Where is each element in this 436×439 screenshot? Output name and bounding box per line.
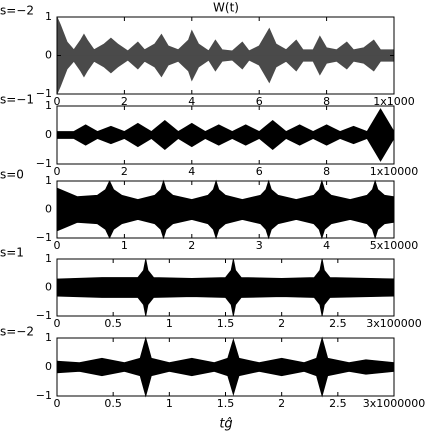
x-tick-label: 4 — [188, 165, 195, 178]
panel-label: s=−2 — [0, 325, 34, 339]
x-tick-label: 3x100000 — [366, 317, 422, 330]
signal-envelope-upper — [56, 336, 395, 368]
x-tick-label: 1x1000 — [373, 95, 415, 108]
y-tick-label: −1 — [36, 389, 52, 402]
x-tick-label: 1.5 — [217, 317, 235, 330]
x-tick-label: 1x10000 — [370, 165, 419, 178]
y-tick-label: 0 — [45, 49, 52, 62]
x-tick-label: 8 — [323, 165, 330, 178]
x-tick-label: 2 — [278, 317, 285, 330]
x-tick-label: 6 — [256, 165, 263, 178]
x-tick-label: 2 — [278, 397, 285, 410]
x-tick-label: 3 — [256, 239, 263, 252]
x-tick-label: 1 — [166, 397, 173, 410]
y-tick-label: 0 — [45, 203, 52, 216]
x-tick-label: 0 — [54, 165, 61, 178]
x-tick-label: 0 — [54, 317, 61, 330]
signal-envelope-lower — [56, 134, 395, 162]
y-tick-label: 0 — [45, 128, 52, 141]
x-tick-label: 2.5 — [329, 317, 347, 330]
panel-label: s=−2 — [0, 4, 34, 18]
y-tick-label: 0 — [45, 360, 52, 373]
x-tick-label: 1.5 — [217, 397, 235, 410]
signal-envelope-lower — [56, 287, 395, 317]
x-tick-label: 1 — [121, 239, 128, 252]
x-tick-label: 0.5 — [104, 397, 122, 410]
x-tick-label: 2 — [121, 95, 128, 108]
chart-title: W(t) — [213, 1, 239, 15]
x-tick-label: 6 — [256, 95, 263, 108]
y-tick-label: −1 — [36, 309, 52, 322]
signal-envelope-lower — [56, 55, 395, 95]
signal-envelope-upper — [56, 258, 395, 288]
y-tick-label: 1 — [45, 252, 52, 265]
y-tick-label: −1 — [36, 231, 52, 244]
x-tick-label: 2.5 — [329, 397, 347, 410]
x-tick-label: 8 — [323, 95, 330, 108]
panel-label: s=1 — [0, 246, 24, 260]
x-tick-label: 0 — [54, 239, 61, 252]
x-axis-label: tĝ — [219, 417, 232, 432]
y-tick-label: 1 — [45, 99, 52, 112]
y-tick-label: −1 — [36, 157, 52, 170]
x-tick-label: 0.5 — [104, 317, 122, 330]
y-tick-label: 1 — [45, 331, 52, 344]
panel-label: s=−1 — [0, 93, 34, 107]
y-tick-label: 0 — [45, 281, 52, 294]
y-tick-label: −1 — [36, 87, 52, 100]
panel-label: s=0 — [0, 168, 24, 182]
signal-envelope-upper — [56, 179, 395, 210]
y-tick-label: 1 — [45, 174, 52, 187]
x-tick-label: 4 — [323, 239, 330, 252]
signal-envelope-upper — [56, 16, 395, 56]
y-tick-label: 1 — [45, 10, 52, 23]
signal-envelope-lower — [56, 209, 395, 240]
signal-envelope-lower — [56, 366, 395, 398]
signal-envelope-upper — [56, 108, 395, 136]
x-tick-label: 0 — [54, 397, 61, 410]
x-tick-label: 3x1000000 — [363, 397, 426, 410]
x-tick-label: 1 — [166, 317, 173, 330]
x-tick-label: 5x10000 — [370, 239, 419, 252]
x-tick-label: 0 — [54, 95, 61, 108]
x-tick-label: 2 — [188, 239, 195, 252]
x-tick-label: 4 — [188, 95, 195, 108]
x-tick-label: 2 — [121, 165, 128, 178]
